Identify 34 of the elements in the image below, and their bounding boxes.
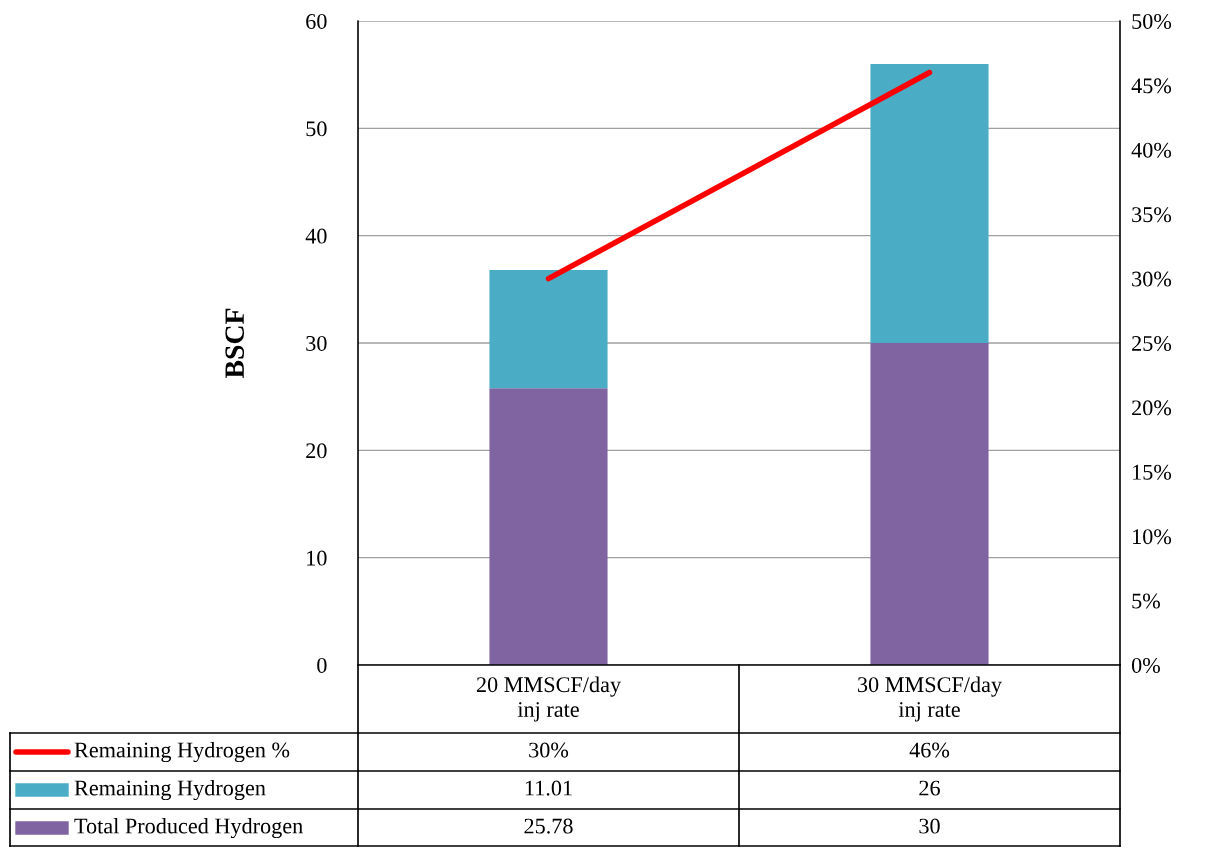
legend-label: Remaining Hydrogen %	[74, 741, 290, 763]
bar	[870, 63, 989, 343]
y2-tick-label: 20%	[1132, 400, 1172, 416]
data-label: 25.78	[524, 818, 573, 834]
y2-tick-label: 25%	[1132, 335, 1172, 351]
y2-tick-label: 30%	[1132, 271, 1172, 287]
y2-tick-label: 5%	[1132, 593, 1160, 609]
data-label: 30	[919, 818, 940, 834]
y2-tick-label: 15%	[1133, 464, 1172, 480]
bar	[489, 388, 608, 665]
y-tick-label: 40	[305, 228, 327, 244]
data-label: 26	[919, 780, 940, 796]
y-tick-label: 60	[306, 13, 327, 29]
bar	[489, 270, 608, 389]
y-tick-label: 10	[307, 550, 327, 566]
y-tick-label: 50	[306, 121, 327, 137]
data-label: 11.01	[525, 780, 572, 796]
y-tick-label: 30	[306, 335, 327, 351]
bar	[870, 343, 989, 665]
y-tick-label: 0	[317, 657, 327, 673]
y2-tick-label: 35%	[1132, 207, 1172, 223]
data-label: 46%	[909, 742, 950, 758]
x-tick-label: 30 MMSCF/day inj rate	[858, 676, 1002, 722]
y2-tick-label: 50%	[1132, 13, 1172, 29]
x-tick-label: 20 MMSCF/day inj rate	[476, 676, 621, 722]
legend-label: Total Produced Hydrogen	[74, 817, 303, 839]
legend-label: Remaining Hydrogen	[74, 779, 266, 801]
y-axis-title: BSCF	[225, 308, 245, 379]
y-tick-label: 20	[306, 443, 327, 459]
y2-tick-label: 40%	[1131, 142, 1172, 158]
y2-tick-label: 10%	[1133, 529, 1172, 545]
y2-tick-label: 45%	[1131, 78, 1172, 94]
data-label: 30%	[529, 742, 569, 758]
y2-tick-label: 0%	[1131, 657, 1160, 673]
